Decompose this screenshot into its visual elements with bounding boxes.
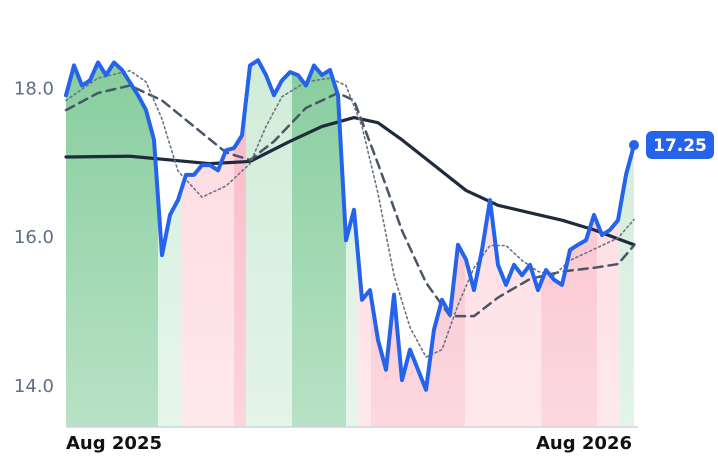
series-line	[64, 58, 636, 392]
series-line	[64, 84, 636, 318]
region-fade	[66, 60, 634, 427]
regions	[66, 60, 634, 427]
y-tick-label: 16.0	[14, 227, 54, 248]
end-dot	[629, 140, 639, 151]
axes: 14.0 16.0 18.0 Aug 2025 Aug 2026	[14, 78, 638, 454]
end-label: 17.25	[653, 136, 707, 156]
end-label-bg	[646, 131, 714, 160]
y-tick-label: 18.0	[14, 78, 54, 99]
series-line	[65, 69, 635, 358]
y-tick-label: 14.0	[14, 376, 54, 397]
lines: 17.25	[64, 58, 714, 392]
series-line	[64, 115, 636, 247]
x-tick-label: Aug 2026	[536, 433, 632, 454]
x-tick-label: Aug 2025	[66, 433, 162, 454]
